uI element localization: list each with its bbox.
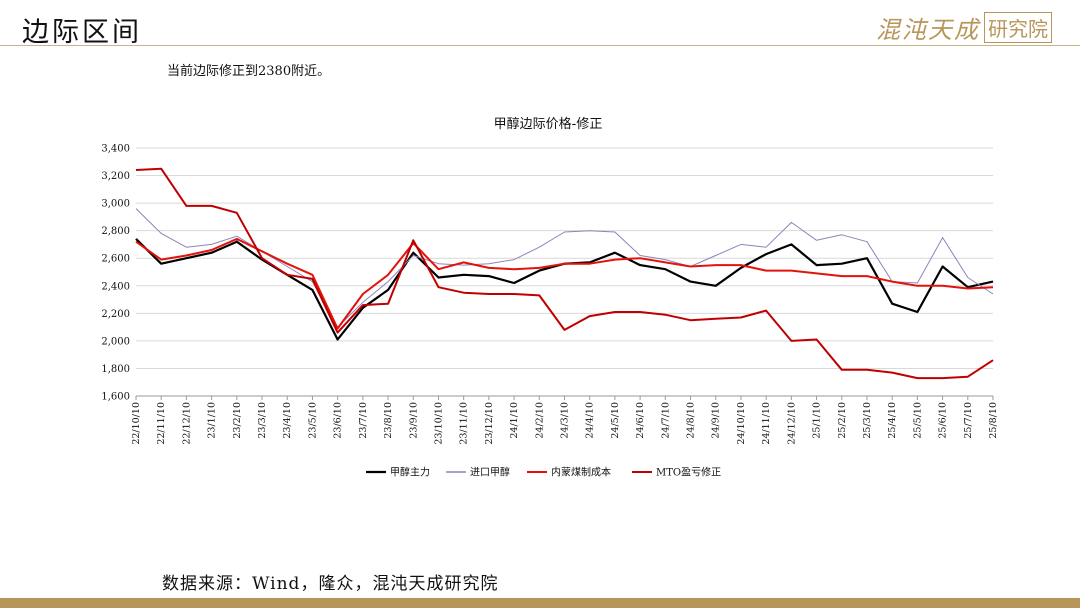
x-tick-label: 25/2/10 <box>837 402 848 439</box>
company-logo: 混沌天成 研究院 <box>876 10 1052 45</box>
x-tick-label: 23/9/10 <box>408 402 419 439</box>
series-line-1 <box>135 238 994 341</box>
x-tick-label: 24/10/10 <box>736 402 747 445</box>
series-line-2 <box>135 208 994 328</box>
x-tick-label: 23/1/10 <box>207 402 218 439</box>
x-tick-label: 24/7/10 <box>660 402 671 439</box>
x-tick-label: 24/12/10 <box>786 402 797 445</box>
x-tick-label: 25/4/10 <box>887 402 898 439</box>
series-lines <box>135 167 994 380</box>
gridlines <box>136 147 993 397</box>
x-tick-label: 24/9/10 <box>711 402 722 439</box>
x-tick-label: 24/11/10 <box>761 402 772 445</box>
y-tick-label: 3,000 <box>101 199 130 210</box>
series-line-3 <box>135 237 994 330</box>
x-tick-label: 23/6/10 <box>333 402 344 439</box>
x-tick-label: 23/12/10 <box>484 402 495 445</box>
y-tick-label: 3,400 <box>101 144 130 155</box>
x-axis-ticks: 22/10/10 22/11/10 22/12/10 23/1/10 23/2/10 23… <box>131 396 999 445</box>
y-tick-label: 2,000 <box>101 336 130 347</box>
page-title: 边际区间 <box>22 17 142 48</box>
y-tick-label: 2,600 <box>101 254 130 265</box>
y-axis-ticks: 1,600 1,800 2,000 2,200 2,400 2,600 2,800 3,000… <box>101 144 130 403</box>
x-tick-label: 24/8/10 <box>686 402 697 439</box>
y-tick-label: 3,200 <box>101 171 130 182</box>
x-tick-label: 25/7/10 <box>963 402 974 439</box>
x-tick-label: 23/11/10 <box>459 402 470 445</box>
x-tick-label: 24/6/10 <box>635 402 646 439</box>
commentary-text: 当前边际修正到2380附近。 <box>167 64 331 79</box>
x-tick-label: 22/10/10 <box>131 402 142 445</box>
x-tick-label: 23/10/10 <box>433 402 444 445</box>
y-tick-label: 1,600 <box>101 392 130 403</box>
x-tick-label: 23/3/10 <box>257 402 268 439</box>
x-tick-label: 23/4/10 <box>282 402 293 439</box>
x-tick-label: 24/1/10 <box>509 402 520 439</box>
logo-box: 研究院 <box>984 12 1052 43</box>
bottom-bar <box>0 598 1080 608</box>
legend-label: MTO盈亏修正 <box>656 466 721 479</box>
x-tick-label: 25/6/10 <box>938 402 949 439</box>
x-tick-label: 24/3/10 <box>560 402 571 439</box>
legend-label: 内蒙煤制成本 <box>551 466 611 479</box>
logo-text: 混沌天成 <box>876 16 980 44</box>
x-tick-label: 25/1/10 <box>812 402 823 439</box>
chart-legend: 甲醇主力 进口甲醇 内蒙煤制成本 MTO盈亏修正 <box>366 466 721 479</box>
x-tick-label: 23/2/10 <box>232 402 243 439</box>
x-tick-label: 25/8/10 <box>988 402 999 439</box>
x-tick-label: 23/7/10 <box>358 402 369 439</box>
y-tick-label: 1,800 <box>101 364 130 375</box>
x-tick-label: 24/5/10 <box>610 402 621 439</box>
series-line-4 <box>135 167 994 380</box>
x-tick-label: 24/2/10 <box>534 402 545 439</box>
x-tick-label: 23/5/10 <box>307 402 318 439</box>
legend-label: 进口甲醇 <box>470 466 510 479</box>
x-tick-label: 23/8/10 <box>383 402 394 439</box>
data-source: 数据来源：Wind，隆众，混沌天成研究院 <box>162 574 499 594</box>
y-tick-label: 2,800 <box>101 226 130 237</box>
x-tick-label: 25/5/10 <box>912 402 923 439</box>
x-tick-label: 25/3/10 <box>862 402 873 439</box>
y-tick-label: 2,200 <box>101 309 130 320</box>
y-tick-label: 2,400 <box>101 281 130 292</box>
x-tick-label: 24/4/10 <box>585 402 596 439</box>
x-tick-label: 22/12/10 <box>181 402 192 445</box>
header-divider <box>0 45 1080 46</box>
chart-title: 甲醇边际价格-修正 <box>494 116 603 132</box>
legend-label: 甲醇主力 <box>390 466 430 479</box>
x-tick-label: 22/11/10 <box>156 402 167 445</box>
